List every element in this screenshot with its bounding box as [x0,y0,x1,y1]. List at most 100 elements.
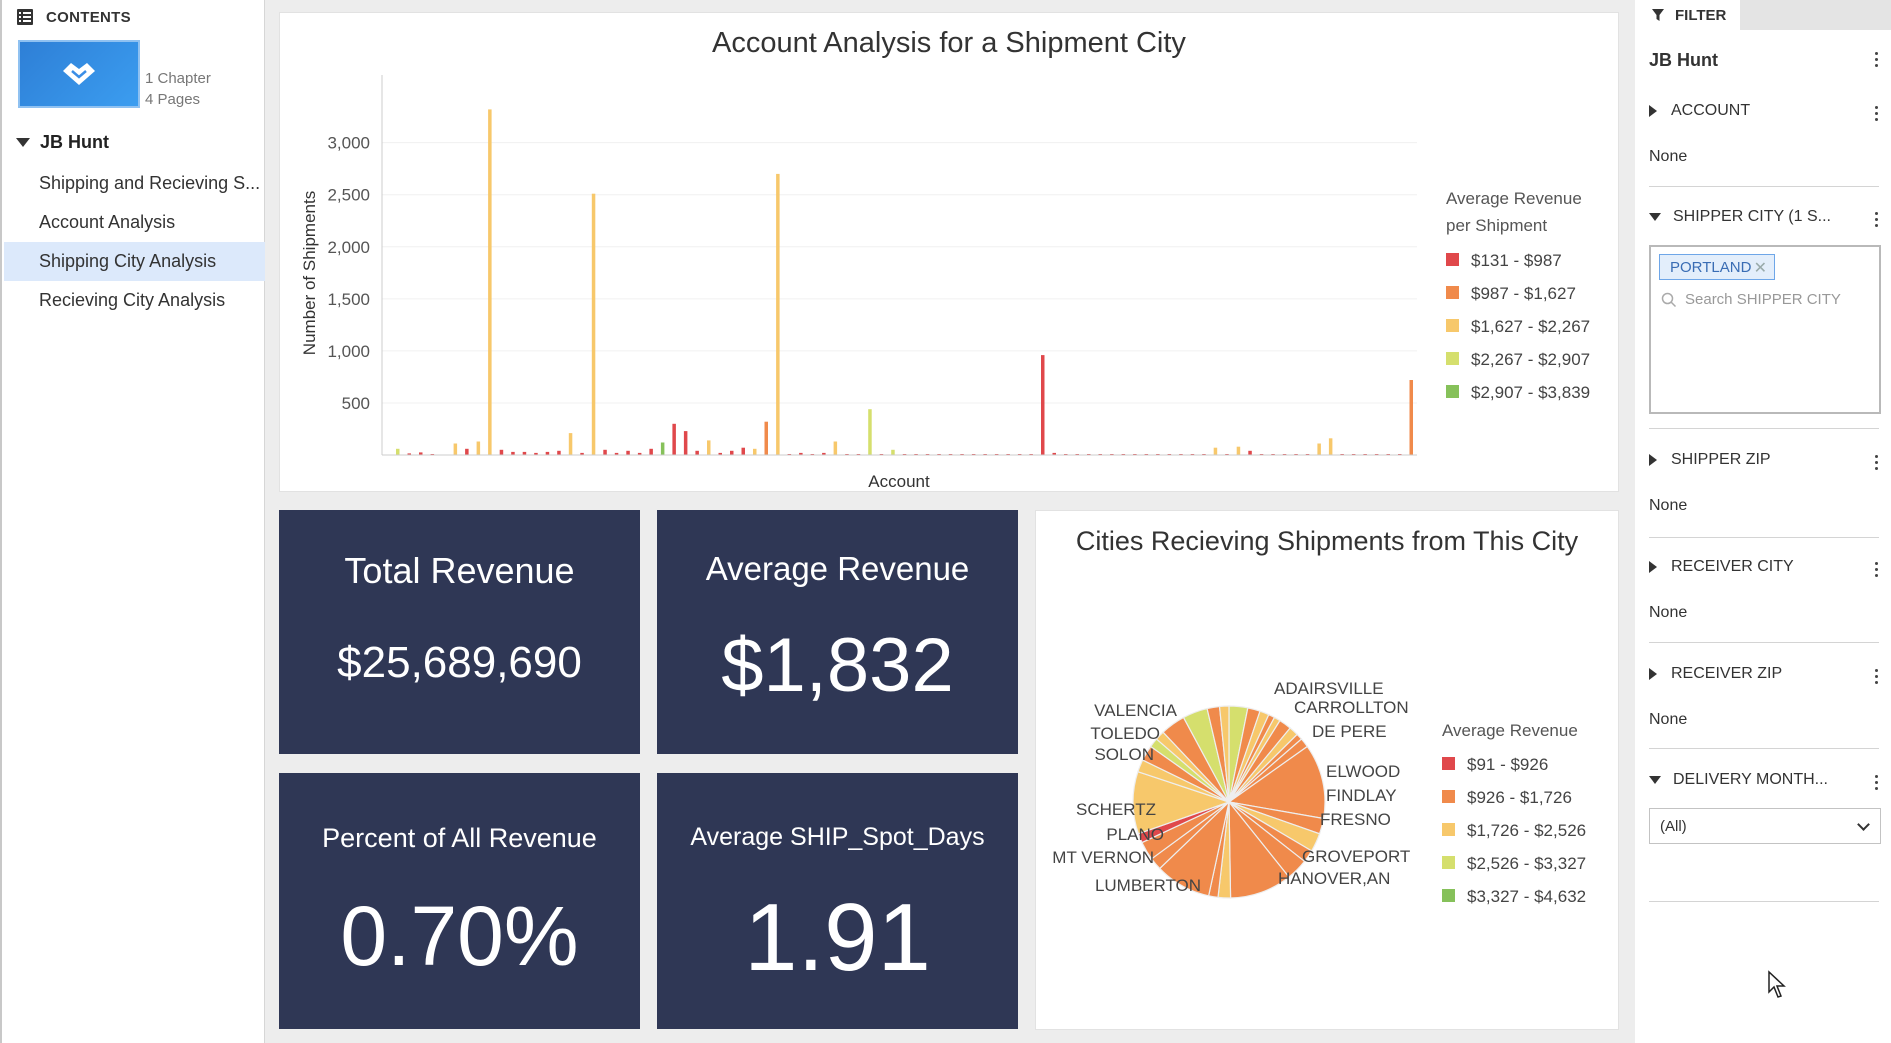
shipper-city-selector[interactable]: PORTLAND ✕ Search SHIPPER CITY [1649,245,1881,414]
bar[interactable] [453,443,458,456]
bar[interactable] [534,452,538,455]
bar[interactable] [741,447,746,455]
bar-legend-label: $131 - $987 [1471,251,1562,270]
bar[interactable] [649,448,653,455]
bar-legend-title-line1: Average Revenue [1446,189,1582,208]
kpi-total-revenue-label: Total Revenue [344,550,575,591]
bar[interactable] [1248,450,1252,455]
bar-chart-legend: $131 - $987 $987 - $1,627 $1,627 - $2,267 $… [1446,251,1590,402]
bar[interactable] [891,449,895,455]
bar[interactable] [488,109,492,456]
bar[interactable] [568,433,573,455]
bar[interactable] [764,421,769,455]
bar-y-tick-label: 500 [342,394,370,413]
bar[interactable] [683,431,688,455]
bar[interactable] [1052,452,1057,455]
filter-delivery-month-header[interactable]: DELIVERY MONTH... [1649,771,1828,789]
book-thumbnail[interactable] [18,40,140,108]
receiver-city-more-icon[interactable] [1875,562,1879,580]
bar-chart-xlabel: Account [868,472,930,491]
bar[interactable] [626,450,630,455]
book-meta: 1 Chapter 4 Pages [145,68,211,110]
bar[interactable] [545,451,550,455]
bar[interactable] [1236,446,1241,455]
page-item-account-analysis[interactable]: Account Analysis [39,212,176,232]
page-item-shipping-receiving[interactable]: Shipping and Recieving S... [39,173,261,193]
kpi-average-revenue[interactable]: Average Revenue $1,832 [657,510,1018,754]
filter-receiver-zip-header[interactable]: RECEIVER ZIP [1649,665,1782,683]
kpi-avg-spot-days-value: 1.91 [744,884,931,991]
kpi-percent-revenue[interactable]: Percent of All Revenue 0.70% [279,773,640,1029]
receiver-zip-more-icon[interactable] [1875,669,1879,687]
bar[interactable] [1409,380,1414,455]
kpi-total-revenue[interactable]: Total Revenue $25,689,690 [279,510,640,754]
account-more-icon[interactable] [1875,106,1879,124]
bar[interactable] [868,409,872,455]
bar[interactable] [799,452,803,455]
filter-more-icon[interactable] [1875,52,1879,70]
filter-title: JB Hunt [1649,50,1718,70]
delivery-month-select[interactable]: (All) [1649,808,1881,844]
bar[interactable] [522,451,527,455]
bar[interactable] [753,448,757,455]
filter-shipper-city-header[interactable]: SHIPPER CITY (1 S... [1649,208,1831,226]
bar-chart[interactable]: 500 1,000 1,500 2,000 2,500 3,000 Number of S… [280,13,1620,493]
bar[interactable] [833,441,838,456]
bar[interactable] [499,449,504,455]
pie-legend-label: $2,526 - $3,327 [1467,854,1586,873]
shipper-city-more-icon[interactable] [1875,212,1879,230]
filter-account-header[interactable]: ACCOUNT [1649,102,1750,120]
bar[interactable] [465,448,469,455]
caret-right-icon [1649,105,1657,117]
delivery-month-more-icon[interactable] [1875,775,1879,793]
bar-chart-ylabel: Number of Shipments [300,191,319,355]
chapter-jb-hunt[interactable]: JB Hunt [16,132,109,153]
remove-chip-icon[interactable]: ✕ [1753,260,1767,277]
bar[interactable] [637,452,642,455]
pie-slice-label: ELWOOD [1326,762,1400,781]
bar[interactable] [476,441,481,456]
pie-slice-label: PLANO [1106,825,1164,844]
contents-list-icon [17,9,33,25]
filter-shipper-city-label: SHIPPER CITY (1 S... [1673,208,1831,225]
bar[interactable] [580,452,584,455]
shipper-zip-more-icon[interactable] [1875,455,1879,473]
bar[interactable] [660,442,665,456]
bar[interactable] [396,448,400,455]
selected-city-chip[interactable]: PORTLAND ✕ [1659,254,1775,280]
page-item-shipping-city-analysis[interactable]: Shipping City Analysis [4,242,265,281]
bar[interactable] [695,450,699,455]
bar[interactable] [614,452,619,455]
bar[interactable] [419,452,423,455]
bar[interactable] [1317,443,1321,456]
bar[interactable] [1213,447,1218,455]
kpi-total-revenue-value: $25,689,690 [337,638,582,687]
pie-slice[interactable] [1218,705,1230,803]
bar[interactable] [1041,355,1045,455]
bar[interactable] [603,449,607,455]
bar[interactable] [511,451,515,455]
bar[interactable] [1328,438,1333,455]
pie-chart-legend: $91 - $926 $926 - $1,726 $1,726 - $2,526 $2… [1442,755,1586,906]
bar[interactable] [730,450,734,455]
page-item-recieving-city-analysis[interactable]: Recieving City Analysis [39,290,226,310]
bar[interactable] [557,450,561,455]
bar[interactable] [718,452,723,455]
caret-down-icon [1649,776,1661,784]
pie-slice[interactable] [1227,745,1326,820]
filter-receiver-city-header[interactable]: RECEIVER CITY [1649,558,1794,576]
bar[interactable] [776,173,780,455]
bar[interactable] [407,453,412,455]
divider [1649,186,1879,187]
bar[interactable] [707,440,711,455]
bar-legend-label: $1,627 - $2,267 [1471,317,1590,336]
filter-tab[interactable]: FILTER [1635,0,1740,30]
bar[interactable] [822,452,826,455]
kpi-avg-spot-days[interactable]: Average SHIP_Spot_Days 1.91 [657,773,1018,1029]
pie-slice-label: MT VERNON [1052,848,1154,867]
filter-shipper-zip-header[interactable]: SHIPPER ZIP [1649,451,1771,469]
shipper-city-search[interactable]: Search SHIPPER CITY [1661,291,1841,308]
bar[interactable] [672,423,676,455]
bar[interactable] [591,193,596,455]
